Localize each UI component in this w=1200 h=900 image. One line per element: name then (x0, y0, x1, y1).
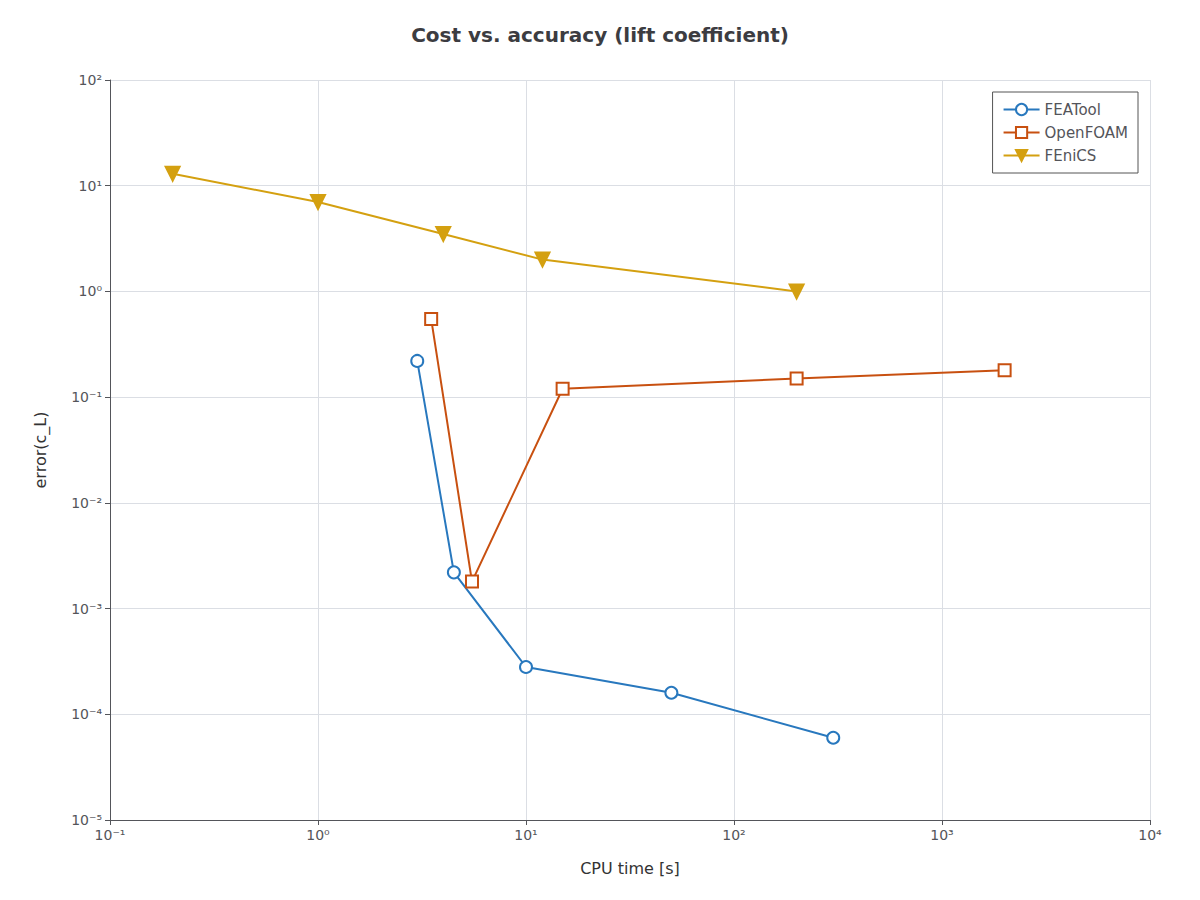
svg-text:error(c_L): error(c_L) (31, 412, 51, 489)
svg-text:10²: 10² (722, 827, 745, 843)
svg-text:10⁻⁴: 10⁻⁴ (71, 706, 102, 722)
svg-text:10⁻⁵: 10⁻⁵ (71, 812, 102, 828)
svg-text:OpenFOAM: OpenFOAM (1045, 124, 1128, 142)
svg-text:10¹: 10¹ (79, 178, 102, 194)
svg-text:10⁴: 10⁴ (1138, 827, 1162, 843)
svg-text:10⁰: 10⁰ (306, 827, 330, 843)
svg-text:10⁻²: 10⁻² (71, 495, 102, 511)
svg-text:10¹: 10¹ (514, 827, 537, 843)
svg-text:CPU time [s]: CPU time [s] (580, 859, 680, 878)
svg-text:10⁻³: 10⁻³ (71, 601, 102, 617)
svg-text:10³: 10³ (930, 827, 953, 843)
svg-text:10⁰: 10⁰ (79, 283, 103, 299)
svg-text:FEniCS: FEniCS (1045, 147, 1097, 165)
svg-text:FEATool: FEATool (1045, 101, 1101, 119)
svg-text:10⁻¹: 10⁻¹ (71, 389, 102, 405)
svg-text:Cost vs. accuracy (lift coeffi: Cost vs. accuracy (lift coefficient) (411, 23, 789, 47)
svg-text:10⁻¹: 10⁻¹ (95, 827, 126, 843)
svg-text:10²: 10² (79, 72, 102, 88)
